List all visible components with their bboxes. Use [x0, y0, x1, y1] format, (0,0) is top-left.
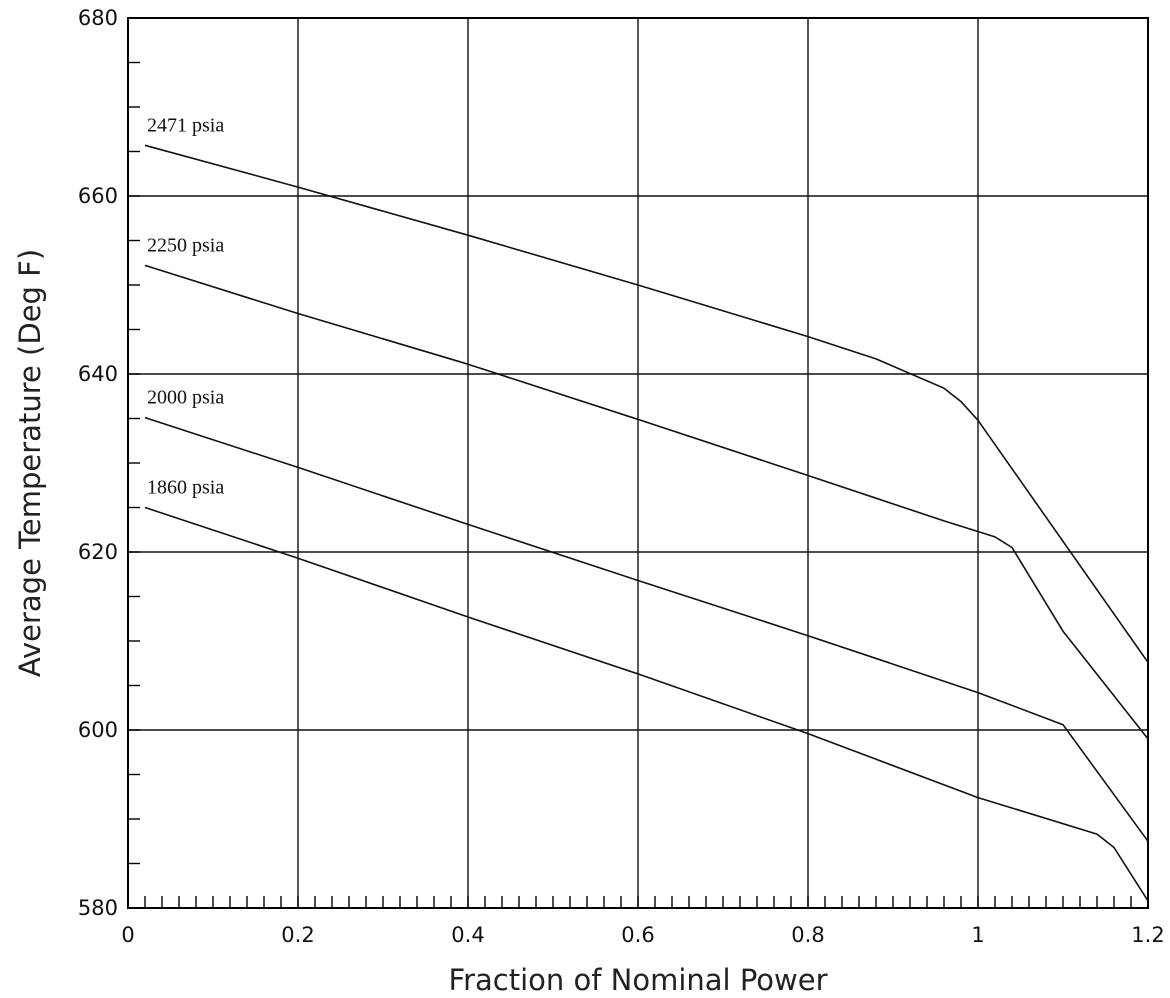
grid-lines [128, 18, 1148, 908]
series-line-3 [144, 506, 1149, 902]
y-axis-title: Average Temperature (Deg F) [13, 249, 47, 677]
x-tick-label: 0.4 [451, 923, 484, 947]
y-tick-label: 660 [78, 184, 118, 208]
series-label-0: 2471 psia [147, 114, 224, 136]
y-tick-label: 620 [78, 540, 118, 564]
x-tick-label: 0.2 [281, 923, 314, 947]
y-tick-label: 680 [78, 6, 118, 30]
minor-ticks [128, 61, 1132, 908]
series-lines [144, 144, 1149, 902]
series-line-0 [144, 144, 1149, 663]
series-line-2 [144, 416, 1149, 842]
series-label-3: 1860 psia [147, 477, 224, 499]
x-tick-label: 1 [971, 923, 984, 947]
y-tick-label: 600 [78, 718, 118, 742]
y-tick-label: 640 [78, 362, 118, 386]
x-tick-label: 0.6 [621, 923, 654, 947]
x-axis-title: Fraction of Nominal Power [449, 963, 828, 997]
series-label-2: 2000 psia [147, 387, 224, 409]
plot-frame [127, 17, 1149, 909]
x-tick-labels: 0 0.2 0.4 0.6 0.8 1 1.2 [121, 923, 1164, 947]
x-tick-label: 0 [121, 923, 134, 947]
y-tick-label: 580 [78, 896, 118, 920]
x-tick-label: 0.8 [791, 923, 824, 947]
series-label-1: 2250 psia [147, 234, 224, 256]
series-line-1 [144, 264, 1149, 740]
x-tick-label: 1.2 [1131, 923, 1164, 947]
y-tick-labels: 580 600 620 640 660 680 [78, 6, 118, 920]
series-labels: 2471 psia 2250 psia 2000 psia 1860 psia [147, 114, 224, 498]
